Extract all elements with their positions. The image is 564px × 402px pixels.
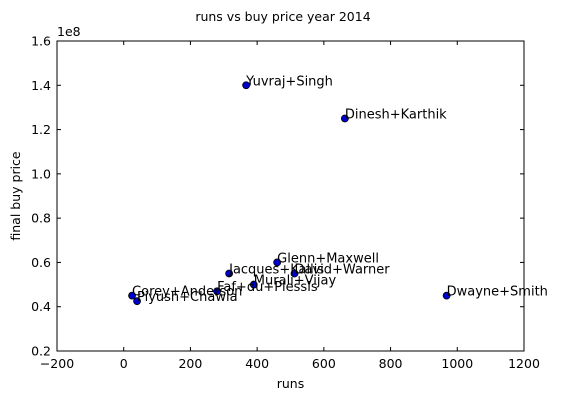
point-label: Murali+Vijay — [254, 274, 337, 289]
y-tick-label: 0.6 — [31, 255, 51, 270]
x-tick-label: 600 — [312, 356, 336, 371]
x-tick-label: 200 — [178, 356, 202, 371]
x-tick-label: −200 — [40, 356, 74, 371]
point-label: Yuvraj+Singh — [245, 74, 333, 89]
y-tick-label: 1.4 — [31, 78, 51, 93]
plot-area — [56, 40, 525, 352]
data-point — [242, 81, 251, 90]
y-axis-multiplier: 1e8 — [57, 24, 81, 39]
y-tick-label: 0.4 — [31, 299, 51, 314]
y-tick-label: 0.2 — [31, 344, 51, 359]
point-label: Glenn+Maxwell — [277, 251, 379, 266]
point-label: Dwayne+Smith — [447, 285, 548, 300]
data-points: Yuvraj+SinghDinesh+KarthikGlenn+MaxwellD… — [128, 74, 548, 306]
point-label: David+Warner — [295, 263, 391, 278]
data-point — [128, 291, 136, 300]
point-label: Dinesh+Karthik — [345, 108, 447, 123]
data-point — [442, 291, 451, 300]
data-point — [249, 280, 258, 289]
data-point — [133, 297, 141, 306]
point-label: Faf+du+Plessis — [217, 280, 318, 295]
data-point — [290, 269, 299, 278]
data-point — [213, 287, 222, 296]
y-tick-label: 1.2 — [31, 122, 51, 137]
y-tick-label: 1.0 — [31, 166, 51, 181]
y-axis-label: final buy price — [8, 151, 23, 241]
axis-ticks: −200 0 200 400 600 800 1000 1200 0.2 0.4 0.6 0.8 1.0… — [31, 34, 540, 372]
point-label: Jacques+Kallis — [228, 263, 324, 278]
chart-title: runs vs buy price year 2014 — [195, 9, 370, 24]
x-tick-label: 800 — [379, 356, 403, 371]
x-tick-label: 1000 — [441, 356, 473, 371]
y-tick-label: 0.8 — [31, 211, 51, 226]
y-tick-label: 1.6 — [31, 34, 51, 49]
point-label: Piyush+Chawla — [137, 290, 238, 305]
x-tick-label: 1200 — [508, 356, 540, 371]
data-point — [340, 114, 349, 123]
x-tick-label: 400 — [245, 356, 269, 371]
x-tick-label: 0 — [120, 356, 128, 371]
data-point — [225, 269, 234, 278]
point-label: Corey+Anderson — [132, 285, 242, 300]
data-point — [273, 258, 282, 267]
x-axis-label: runs — [277, 376, 305, 391]
